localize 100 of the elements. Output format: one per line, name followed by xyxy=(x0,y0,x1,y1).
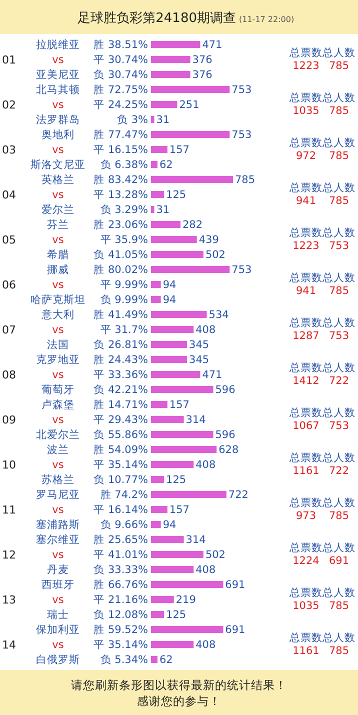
text: 785 xyxy=(328,195,350,208)
data-label: 62 xyxy=(159,159,173,172)
bar xyxy=(151,146,168,153)
text: 1287 xyxy=(292,330,320,342)
data-label: 408 xyxy=(196,564,216,576)
y-tick-label: 平 29.43% xyxy=(94,414,148,426)
y-tick-label: 胜 24.43% xyxy=(94,354,148,366)
text: 785 xyxy=(328,150,350,162)
text: 苏格兰 xyxy=(42,473,74,486)
y-tick-label: 负 3% xyxy=(117,114,148,126)
text: 753 xyxy=(328,420,350,432)
text: 感谢您的参与！ xyxy=(137,694,221,708)
text: 总票数 xyxy=(288,361,322,374)
text: 总票数 xyxy=(288,316,322,330)
text: 03 xyxy=(2,143,16,156)
y-tick-label: 胜 41.49% xyxy=(94,309,148,322)
text: vs xyxy=(52,369,64,382)
text: 总人数 xyxy=(322,451,356,464)
text: 785 xyxy=(328,60,350,72)
bar xyxy=(151,206,154,213)
text: 北爱尔兰 xyxy=(36,428,80,442)
y-tick-label: 平 41.01% xyxy=(94,549,148,562)
data-label: 31 xyxy=(156,114,170,126)
bar xyxy=(151,491,226,498)
y-tick-label: 胜 25.65% xyxy=(94,534,148,546)
bar xyxy=(151,86,230,93)
y-tick-label: 负 55.86% xyxy=(94,429,148,442)
text: 785 xyxy=(328,285,350,298)
text: 总票数 xyxy=(288,181,322,194)
text: 总票数 xyxy=(288,406,322,420)
text: 丹麦 xyxy=(47,563,69,576)
text: 总人数 xyxy=(322,586,356,600)
text: 1035 xyxy=(292,600,320,612)
y-tick-label: 胜 54.09% xyxy=(94,444,148,456)
data-label: 125 xyxy=(166,474,186,486)
text: vs xyxy=(52,549,64,562)
bar xyxy=(151,626,224,633)
text: vs xyxy=(52,639,64,652)
bar xyxy=(151,71,190,78)
bar xyxy=(151,341,188,348)
text: 1161 xyxy=(292,645,320,658)
text: 哈萨克斯坦 xyxy=(30,293,86,306)
bar xyxy=(151,536,184,543)
y-tick-label: 平 21.16% xyxy=(94,594,148,606)
data-label: 439 xyxy=(198,234,219,246)
bar xyxy=(151,611,164,618)
bar xyxy=(151,476,164,483)
text: 斯洛文尼亚 xyxy=(30,158,86,172)
data-label: 753 xyxy=(232,84,252,96)
text: 722 xyxy=(328,465,350,478)
y-tick-label: 负 5.34% xyxy=(100,654,148,666)
y-tick-label: 负 6.38% xyxy=(100,159,148,172)
text: 785 xyxy=(328,105,350,118)
bar xyxy=(151,221,180,228)
text: 爱尔兰 xyxy=(42,203,74,216)
text: 总票数 xyxy=(288,226,322,240)
data-label: 282 xyxy=(182,219,203,232)
text: (11-17 22:00) xyxy=(239,15,294,24)
data-label: 785 xyxy=(235,174,256,186)
text: 请您刷新条形图以获得最新的统计结果！ xyxy=(71,678,287,692)
y-tick-label: 平 13.28% xyxy=(94,189,148,202)
bar xyxy=(151,446,217,453)
data-label: 408 xyxy=(196,639,216,652)
data-label: 471 xyxy=(202,369,222,382)
text: 保加利亚 xyxy=(36,623,80,636)
text: 04 xyxy=(2,188,16,202)
y-tick-label: 平 35.9% xyxy=(100,234,148,246)
y-tick-label: 胜 38.51% xyxy=(94,39,148,52)
bar xyxy=(151,131,230,138)
y-tick-label: 负 9.66% xyxy=(100,519,148,532)
data-label: 376 xyxy=(192,69,213,82)
text: vs xyxy=(52,324,64,336)
text: 意大利 xyxy=(40,308,74,322)
text: 总人数 xyxy=(322,361,356,374)
text: 拉脱维亚 xyxy=(36,38,80,52)
y-tick-label: 负 33.33% xyxy=(94,564,148,576)
text: 总人数 xyxy=(322,181,356,194)
text: 691 xyxy=(328,555,350,568)
data-label: 219 xyxy=(176,594,196,606)
text: 总人数 xyxy=(322,226,356,240)
text: 02 xyxy=(2,98,16,112)
bar xyxy=(151,551,204,558)
y-tick-label: 负 9.99% xyxy=(100,294,148,306)
data-label: 596 xyxy=(215,429,236,442)
y-tick-label: 胜 77.47% xyxy=(94,129,148,142)
y-tick-label: 胜 83.42% xyxy=(94,174,148,186)
text: 瑞士 xyxy=(47,608,69,622)
bar xyxy=(151,596,174,603)
data-label: 691 xyxy=(225,579,246,592)
text: 亚美尼亚 xyxy=(36,68,80,82)
text: vs xyxy=(52,594,64,606)
y-tick-label: 胜 80.02% xyxy=(94,264,148,276)
text: 总票数 xyxy=(288,631,322,644)
text: 白俄罗斯 xyxy=(36,653,80,666)
text: 14 xyxy=(2,638,16,652)
bar xyxy=(151,401,168,408)
text: 总票数 xyxy=(288,496,322,510)
y-tick-label: 胜 59.52% xyxy=(94,624,148,636)
data-label: 94 xyxy=(162,294,176,306)
bar xyxy=(151,236,197,243)
